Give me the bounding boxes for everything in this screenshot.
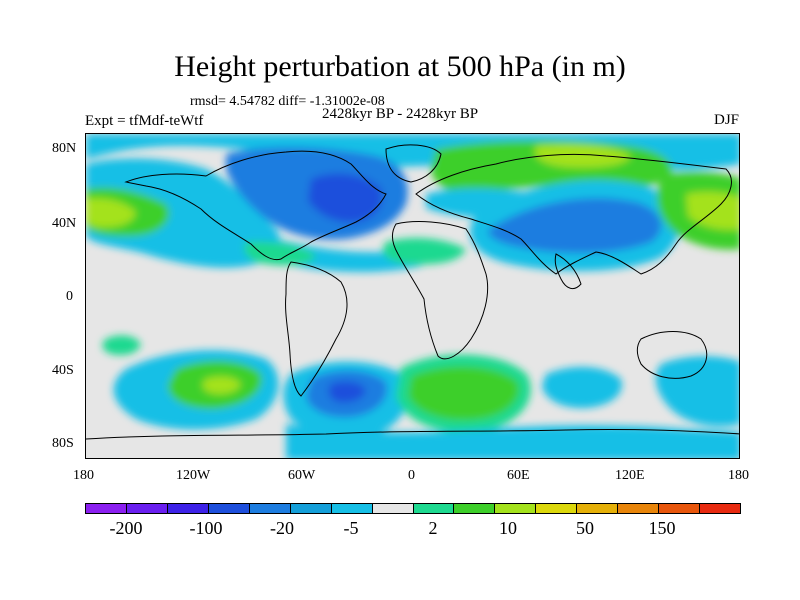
map-canvas [86,134,739,458]
antarctic-cyan-band [286,424,739,458]
colorbar-swatch [535,503,578,514]
colorbar-label-10: 10 [499,518,517,538]
eurasia-coast [415,153,732,275]
colorbar-label-150: 150 [648,518,676,538]
lat-tick-40s: 40S [52,363,74,378]
colorbar-swatch [494,503,537,514]
colorbar-swatch [207,503,250,514]
colorbar-label-2: 2 [428,518,438,538]
lon-tick-0: 0 [408,468,415,483]
lat-tick-40n: 40N [52,216,77,231]
eurasia-yellow-field [535,144,631,168]
north-america-coast [124,150,387,261]
colorbar-swatch [453,503,496,514]
west-pacific-yellow-field [686,191,739,230]
lon-tick-180e: 180 [728,468,749,483]
india-coast [554,253,582,290]
africa-coast [392,221,489,360]
colorbar-swatch [248,503,291,514]
greenland-coast [385,144,442,183]
south-america-coast [285,261,348,397]
colorbar-swatch [85,503,127,514]
colorbar-swatch [617,503,660,514]
lon-tick-180w: 180 [73,468,94,483]
colorbar-label-minus5: -5 [343,518,359,538]
colorbar-label-minus20: -20 [270,518,294,538]
plot-title: Height perturbation at 500 hPa (in m) [174,50,626,83]
colorbar-swatch [576,503,619,514]
south-africa-green-field [408,364,520,421]
stats-label: rmsd= 4.54782 diff= -1.31002e-08 [190,94,385,109]
lon-tick-120w: 120W [176,468,211,483]
map-panel [85,133,740,459]
north-pacific-cyan-field [86,158,280,268]
southwest-pacific-cyan-field [655,356,739,427]
colorbar-swatch [330,503,373,514]
colorbar-label-50: 50 [576,518,594,538]
colorbar-swatch [371,503,414,514]
north-africa-green-field [382,238,466,265]
north-pacific-yellow-field [86,198,136,228]
lon-tick-60e: 60E [507,468,530,483]
caribbean-green-field [244,241,316,266]
colorbar-swatch [658,503,701,514]
experiment-label: Expt = tfMdf-teWtf [85,113,204,129]
colorbar-swatch [125,503,168,514]
indian-ocean-cyan-field [542,366,622,409]
colorbar-swatch [412,503,455,514]
season-label: DJF [714,112,740,128]
south-pacific-yellow-field [202,376,241,394]
south-atlantic-deep-blue [328,381,366,403]
north-america-deep-blue-field [308,173,383,223]
colorbar-swatch [289,503,332,514]
colorbar-swatch [699,503,741,514]
lat-tick-0: 0 [66,289,73,304]
south-pacific-small-green [102,335,141,356]
coastlines [86,144,739,440]
south-africa-cyan-rim [395,354,531,433]
antarctica-coast [86,428,739,440]
colorbar-label-minus200: -200 [109,518,143,538]
lon-tick-120e: 120E [615,468,645,483]
central-asia-cyan-ring [470,180,680,272]
colorbar-swatch [166,503,209,514]
australia-coast [636,331,708,379]
lon-tick-60w: 60W [288,468,316,483]
lat-tick-80n: 80N [52,141,77,156]
lat-tick-80s: 80S [52,436,74,451]
period-label: 2428kyr BP - 2428kyr BP [322,106,479,122]
colorbar-label-minus100: -100 [189,518,223,538]
